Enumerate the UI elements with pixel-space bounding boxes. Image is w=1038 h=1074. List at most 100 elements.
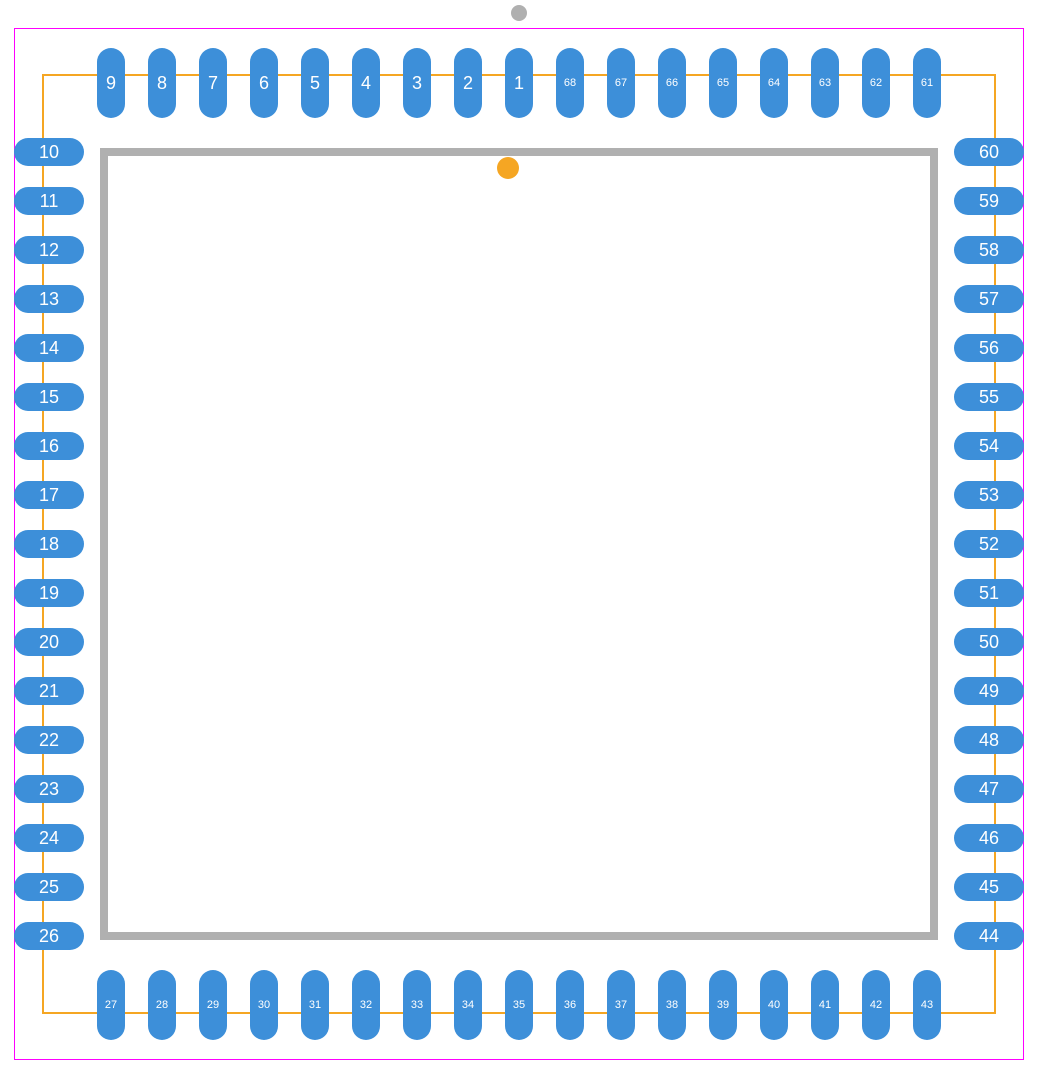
pad-label: 38 xyxy=(666,999,678,1011)
pad-label: 5 xyxy=(310,73,320,94)
pad-label: 47 xyxy=(979,779,999,800)
pad-28: 28 xyxy=(148,970,176,1040)
pad-52: 52 xyxy=(954,530,1024,558)
pad-37: 37 xyxy=(607,970,635,1040)
pad-label: 51 xyxy=(979,583,999,604)
pad-12: 12 xyxy=(14,236,84,264)
pad-label: 65 xyxy=(717,77,729,89)
pad-label: 26 xyxy=(39,926,59,947)
pad-33: 33 xyxy=(403,970,431,1040)
pad-label: 2 xyxy=(463,73,473,94)
pad-label: 34 xyxy=(462,999,474,1011)
pad-label: 20 xyxy=(39,632,59,653)
pad-63: 63 xyxy=(811,48,839,118)
pad-38: 38 xyxy=(658,970,686,1040)
pad-label: 11 xyxy=(40,191,59,212)
pad-label: 8 xyxy=(157,73,167,94)
pad-58: 58 xyxy=(954,236,1024,264)
pad-39: 39 xyxy=(709,970,737,1040)
pad-label: 57 xyxy=(979,289,999,310)
pad-label: 60 xyxy=(979,142,999,163)
pad-label: 61 xyxy=(921,77,933,89)
pad-4: 4 xyxy=(352,48,380,118)
pad-label: 62 xyxy=(870,77,882,89)
pad-label: 36 xyxy=(564,999,576,1011)
package-body xyxy=(100,148,938,940)
pad-label: 30 xyxy=(258,999,270,1011)
pad-13: 13 xyxy=(14,285,84,313)
pad-label: 29 xyxy=(207,999,219,1011)
pad-35: 35 xyxy=(505,970,533,1040)
pad-label: 33 xyxy=(411,999,423,1011)
pad-25: 25 xyxy=(14,873,84,901)
pad-label: 10 xyxy=(39,142,59,163)
pad-51: 51 xyxy=(954,579,1024,607)
pad-label: 35 xyxy=(513,999,525,1011)
pad-54: 54 xyxy=(954,432,1024,460)
pad-45: 45 xyxy=(954,873,1024,901)
pad-label: 49 xyxy=(979,681,999,702)
pad-label: 23 xyxy=(39,779,59,800)
pad-2: 2 xyxy=(454,48,482,118)
pad-label: 27 xyxy=(105,999,117,1011)
pad-label: 66 xyxy=(666,77,678,89)
pad-60: 60 xyxy=(954,138,1024,166)
pad-6: 6 xyxy=(250,48,278,118)
pad-42: 42 xyxy=(862,970,890,1040)
pad-34: 34 xyxy=(454,970,482,1040)
pad-label: 43 xyxy=(921,999,933,1011)
pad-8: 8 xyxy=(148,48,176,118)
pad-66: 66 xyxy=(658,48,686,118)
pad-label: 14 xyxy=(39,338,59,359)
pad-29: 29 xyxy=(199,970,227,1040)
pad-label: 25 xyxy=(39,877,59,898)
pad-31: 31 xyxy=(301,970,329,1040)
pad-41: 41 xyxy=(811,970,839,1040)
pad-label: 45 xyxy=(979,877,999,898)
pad-label: 13 xyxy=(39,289,59,310)
pad-label: 68 xyxy=(564,77,576,89)
pad-label: 52 xyxy=(979,534,999,555)
pad-61: 61 xyxy=(913,48,941,118)
pad-label: 50 xyxy=(979,632,999,653)
pad-label: 39 xyxy=(717,999,729,1011)
pad-48: 48 xyxy=(954,726,1024,754)
pad-label: 59 xyxy=(979,191,999,212)
pad-label: 3 xyxy=(412,73,422,94)
pad-label: 28 xyxy=(156,999,168,1011)
pad-15: 15 xyxy=(14,383,84,411)
pad-64: 64 xyxy=(760,48,788,118)
pad-49: 49 xyxy=(954,677,1024,705)
pad-label: 6 xyxy=(259,73,269,94)
pad-label: 67 xyxy=(615,77,627,89)
pad-55: 55 xyxy=(954,383,1024,411)
pad-label: 37 xyxy=(615,999,627,1011)
pad-label: 56 xyxy=(979,338,999,359)
pad-label: 53 xyxy=(979,485,999,506)
pad-50: 50 xyxy=(954,628,1024,656)
pad-label: 41 xyxy=(819,999,831,1011)
pad-label: 55 xyxy=(979,387,999,408)
pad-label: 64 xyxy=(768,77,780,89)
pad-label: 58 xyxy=(979,240,999,261)
pad-label: 4 xyxy=(361,73,371,94)
pad-5: 5 xyxy=(301,48,329,118)
pad-label: 46 xyxy=(979,828,999,849)
pad-label: 40 xyxy=(768,999,780,1011)
orientation-dot-top xyxy=(511,5,527,21)
pad-label: 32 xyxy=(360,999,372,1011)
footprint-canvas: 9876543216867666564636261272829303132333… xyxy=(0,0,1038,1074)
pad-label: 24 xyxy=(39,828,59,849)
pad-label: 21 xyxy=(39,681,59,702)
pad-57: 57 xyxy=(954,285,1024,313)
pad-label: 31 xyxy=(309,999,321,1011)
pad-44: 44 xyxy=(954,922,1024,950)
pad-label: 54 xyxy=(979,436,999,457)
pad-27: 27 xyxy=(97,970,125,1040)
pad-59: 59 xyxy=(954,187,1024,215)
pad-7: 7 xyxy=(199,48,227,118)
pad-16: 16 xyxy=(14,432,84,460)
pad-label: 22 xyxy=(39,730,59,751)
pad-43: 43 xyxy=(913,970,941,1040)
pad-label: 15 xyxy=(39,387,59,408)
